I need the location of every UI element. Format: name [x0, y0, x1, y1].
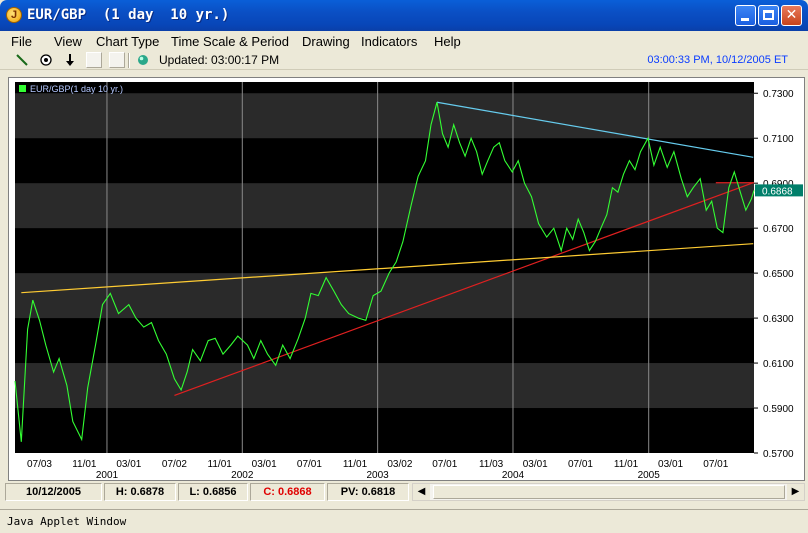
price-line — [14, 102, 755, 442]
menu-chart-type[interactable]: Chart Type — [96, 34, 160, 49]
x-tick-label: 11/01 — [343, 459, 368, 470]
x-tick-label: 07/03 — [27, 459, 52, 470]
y-tick-label: 0.5900 — [763, 404, 794, 415]
toolbar: Updated: 03:00:17 PM 03:00:33 PM, 10/12/… — [0, 51, 808, 70]
clock-display: 03:00:33 PM, 10/12/2005 ET — [647, 54, 788, 66]
connection-status-icon — [135, 52, 151, 68]
status-high: H: 0.6878 — [104, 483, 176, 501]
status-bar: 10/12/2005 H: 0.6878 L: 0.6856 C: 0.6868… — [5, 482, 805, 502]
menu-bar: File View Chart Type Time Scale & Period… — [0, 31, 808, 51]
grid-band — [15, 363, 754, 409]
updated-time: Updated: 03:00:17 PM — [159, 53, 280, 67]
java-coffee-icon: J — [6, 7, 22, 23]
y-tick-label: 0.7100 — [763, 134, 794, 145]
y-tick-label: 0.5700 — [763, 449, 794, 460]
x-tick-label: 07/01 — [568, 459, 593, 470]
y-tick-label: 0.7300 — [763, 89, 794, 100]
y-tick-label: 0.6500 — [763, 269, 794, 280]
scroll-right-button[interactable]: ▶ — [787, 484, 804, 500]
x-tick-label: 03/01 — [252, 459, 277, 470]
status-date: 10/12/2005 — [5, 483, 102, 501]
grid-band — [15, 93, 754, 139]
menu-file[interactable]: File — [11, 34, 32, 49]
x-tick-label: 11/01 — [614, 459, 639, 470]
minimize-button[interactable] — [735, 5, 756, 26]
scroll-thumb[interactable] — [433, 485, 785, 499]
x-tick-label: 07/01 — [432, 459, 457, 470]
price-chart[interactable]: 0.73000.71000.69000.67000.65000.63000.61… — [9, 78, 804, 480]
target-icon[interactable] — [38, 52, 54, 68]
menu-help[interactable]: Help — [434, 34, 461, 49]
tool-blank-1[interactable] — [86, 52, 102, 68]
tool-blank-2[interactable] — [109, 52, 125, 68]
y-tick-label: 0.6100 — [763, 359, 794, 370]
horizontal-scrollbar[interactable]: ◀ ▶ — [412, 483, 805, 501]
chart-panel[interactable]: 0.73000.71000.69000.67000.65000.63000.61… — [8, 77, 805, 481]
close-icon: ✕ — [785, 7, 798, 23]
year-label: 2002 — [231, 470, 254, 480]
applet-window-bar: Java Applet Window — [0, 509, 808, 533]
maximize-button[interactable] — [758, 5, 779, 26]
status-low: L: 0.6856 — [178, 483, 248, 501]
y-tick-label: 0.6300 — [763, 314, 794, 325]
close-button[interactable]: ✕ — [781, 5, 802, 26]
title-bar[interactable]: J EUR/GBP (1 day 10 yr.) ✕ — [0, 0, 808, 31]
applet-label: Java Applet Window — [7, 515, 127, 528]
year-label: 2005 — [638, 470, 661, 480]
toolbar-separator — [128, 53, 130, 68]
menu-indicators[interactable]: Indicators — [361, 34, 418, 49]
x-tick-label: 07/01 — [297, 459, 322, 470]
menu-drawing[interactable]: Drawing — [302, 34, 350, 49]
maximize-icon — [763, 10, 774, 20]
scroll-left-button[interactable]: ◀ — [413, 484, 430, 500]
year-label: 2004 — [502, 470, 525, 480]
grid-band — [15, 273, 754, 319]
window-title: EUR/GBP (1 day 10 yr.) — [27, 7, 230, 23]
last-price-tag — [755, 184, 803, 197]
x-tick-label: 07/01 — [703, 459, 728, 470]
trendline-yellow — [21, 243, 754, 294]
x-tick-label: 11/03 — [479, 459, 504, 470]
grid-band — [15, 183, 754, 229]
trendline-red — [174, 182, 754, 397]
x-tick-label: 03/01 — [658, 459, 683, 470]
menu-view[interactable]: View — [54, 34, 82, 49]
last-price-label: 0.6868 — [762, 186, 793, 197]
status-pv: PV: 0.6818 — [327, 483, 409, 501]
year-label: 2001 — [96, 470, 119, 480]
x-tick-label: 03/02 — [387, 459, 412, 470]
draw-line-icon[interactable] — [14, 52, 30, 68]
down-arrow-icon[interactable] — [62, 52, 78, 68]
x-tick-label: 11/01 — [208, 459, 233, 470]
legend-swatch — [19, 85, 26, 92]
x-tick-label: 07/02 — [162, 459, 187, 470]
y-tick-label: 0.6700 — [763, 224, 794, 235]
x-tick-label: 11/01 — [72, 459, 97, 470]
year-label: 2003 — [367, 470, 390, 480]
status-close: C: 0.6868 — [250, 483, 325, 501]
trendline-blue — [436, 101, 754, 158]
x-tick-label: 03/01 — [116, 459, 141, 470]
minimize-icon — [741, 18, 749, 21]
menu-time-scale[interactable]: Time Scale & Period — [171, 34, 290, 49]
x-tick-label: 03/01 — [523, 459, 548, 470]
legend-label: EUR/GBP(1 day 10 yr.) — [30, 84, 123, 94]
